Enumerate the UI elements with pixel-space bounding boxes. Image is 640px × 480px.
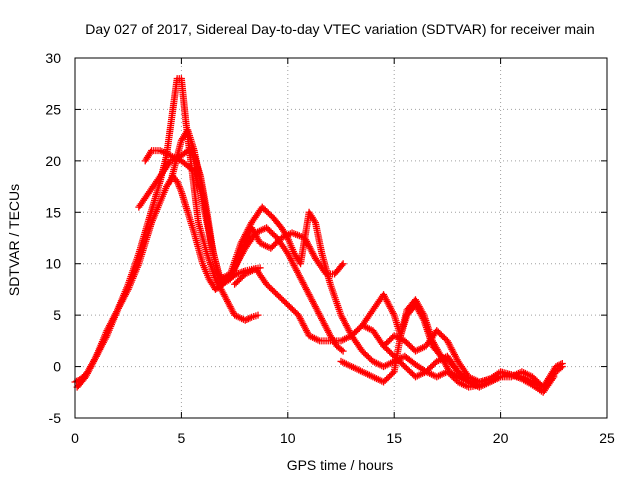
x-tick-label: 25 bbox=[599, 430, 615, 446]
data-point bbox=[339, 260, 347, 268]
data-point bbox=[558, 363, 566, 371]
data-point bbox=[557, 364, 565, 372]
chart-title: Day 027 of 2017, Sidereal Day-to-day VTE… bbox=[85, 21, 594, 37]
data-series-group bbox=[71, 75, 566, 396]
series-sat-b bbox=[73, 75, 262, 391]
axis-ticks: 0 5 10 15 20 25 -5 0 5 10 15 20 25 30 bbox=[45, 50, 615, 446]
y-tick-label: 10 bbox=[45, 256, 61, 272]
y-tick-label: 25 bbox=[45, 101, 61, 117]
data-point bbox=[243, 316, 251, 324]
y-tick-label: 0 bbox=[53, 359, 61, 375]
y-tick-label: 20 bbox=[45, 153, 61, 169]
x-tick-label: 5 bbox=[178, 430, 186, 446]
y-axis-label: SDTVAR / TECUs bbox=[6, 184, 22, 296]
data-point bbox=[241, 316, 249, 324]
data-point bbox=[338, 346, 346, 354]
data-point bbox=[246, 314, 254, 322]
x-tick-label: 20 bbox=[493, 430, 509, 446]
grid bbox=[75, 58, 607, 418]
data-point bbox=[244, 315, 252, 323]
x-tick-label: 15 bbox=[386, 430, 402, 446]
data-point bbox=[338, 261, 346, 269]
series-sat-a bbox=[71, 172, 264, 386]
x-tick-label: 10 bbox=[280, 430, 296, 446]
y-tick-label: 15 bbox=[45, 204, 61, 220]
series-sat-e bbox=[167, 126, 483, 391]
x-axis-label: GPS time / hours bbox=[287, 457, 394, 473]
series-sat-i bbox=[380, 327, 558, 396]
y-tick-label: 5 bbox=[53, 307, 61, 323]
y-tick-label: -5 bbox=[49, 410, 62, 426]
plot-frame bbox=[74, 57, 608, 419]
data-point bbox=[339, 347, 347, 355]
data-point bbox=[550, 373, 558, 381]
x-tick-label: 0 bbox=[71, 430, 79, 446]
data-point bbox=[254, 311, 262, 319]
y-tick-label: 30 bbox=[45, 50, 61, 66]
